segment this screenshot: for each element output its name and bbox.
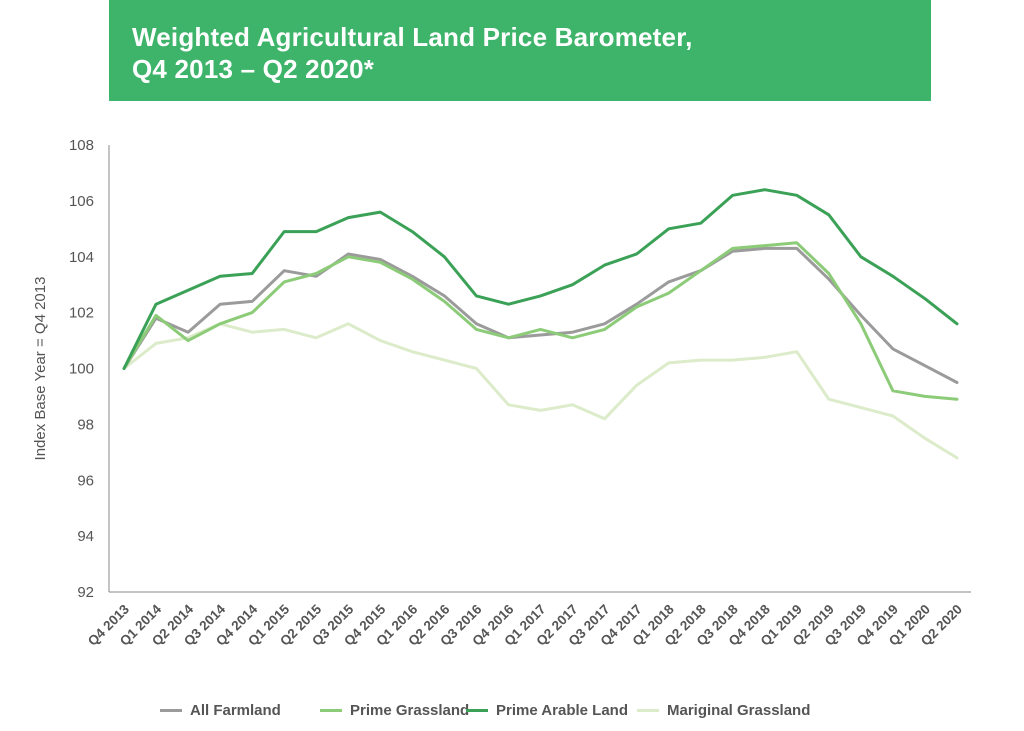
legend-label: Prime Grassland — [350, 701, 470, 719]
chart-title-line-2: Q4 2013 – Q2 2020* — [132, 54, 375, 84]
series-line-mariginal-grassland — [122, 322, 959, 460]
legend-label: Prime Arable Land — [496, 701, 628, 719]
legend-label: All Farmland — [190, 701, 281, 719]
chart-title-line-1: Weighted Agricultural Land Price Baromet… — [132, 22, 693, 52]
y-tick-label: 96 — [77, 472, 94, 489]
legend-item: All Farmland — [160, 700, 281, 720]
legend-swatch — [637, 708, 659, 712]
y-tick-label: 108 — [69, 137, 94, 154]
y-tick-label: 92 — [77, 584, 94, 601]
series-line-prime-arable-land — [122, 188, 959, 370]
legend-label: Mariginal Grassland — [667, 701, 811, 719]
y-tick-label: 98 — [77, 416, 94, 433]
legend-item: Prime Arable Land — [466, 700, 628, 720]
legend-swatch — [320, 708, 342, 712]
y-tick-label: 94 — [77, 528, 94, 545]
chart-legend: All Farmland Prime Grassland Prime Arable … — [0, 700, 1024, 722]
y-tick-label: 104 — [69, 249, 94, 266]
legend-item: Prime Grassland — [320, 700, 469, 720]
y-axis-label: Index Base Year = Q4 2013 — [32, 277, 49, 461]
y-tick-label: 106 — [69, 193, 94, 210]
legend-swatch — [160, 708, 182, 712]
series-line-prime-grassland — [122, 241, 959, 401]
legend-swatch — [466, 708, 488, 712]
y-tick-label: 102 — [69, 305, 94, 322]
line-chart: 92 94 96 98 100 102 104 106 108 Index Base Year =… — [32, 137, 971, 649]
legend-item: Mariginal Grassland — [637, 700, 810, 720]
title-banner: Weighted Agricultural Land Price Baromet… — [109, 0, 931, 101]
series-line-all-farmland — [122, 246, 959, 384]
y-tick-label: 100 — [69, 361, 94, 378]
